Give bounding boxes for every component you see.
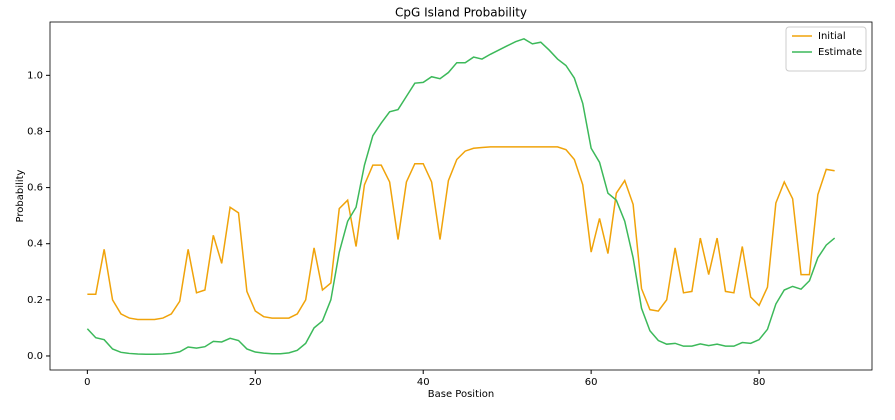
series-line bbox=[87, 146, 835, 321]
legend-label: Estimate bbox=[818, 47, 862, 58]
x-tick-label: 20 bbox=[249, 377, 262, 388]
x-axis-label: Base Position bbox=[428, 389, 494, 400]
series-line bbox=[86, 38, 836, 356]
chart-title: CpG Island Probability bbox=[395, 6, 527, 20]
y-tick-label: 1.0 bbox=[27, 70, 43, 81]
y-tick-label: 0.6 bbox=[27, 183, 43, 194]
legend-label: Initial bbox=[818, 31, 846, 42]
x-tick-label: 80 bbox=[753, 377, 766, 388]
x-tick-label: 0 bbox=[84, 377, 90, 388]
y-axis-label: Probability bbox=[15, 169, 26, 222]
plot-frame bbox=[49, 21, 873, 371]
x-tick-label: 40 bbox=[417, 377, 430, 388]
x-tick-label: 60 bbox=[585, 377, 598, 388]
y-tick-label: 0.4 bbox=[27, 239, 43, 250]
y-tick-label: 0.2 bbox=[27, 295, 43, 306]
y-tick-label: 0.0 bbox=[27, 351, 43, 362]
legend-box bbox=[785, 26, 867, 72]
y-tick-label: 0.8 bbox=[27, 126, 43, 137]
